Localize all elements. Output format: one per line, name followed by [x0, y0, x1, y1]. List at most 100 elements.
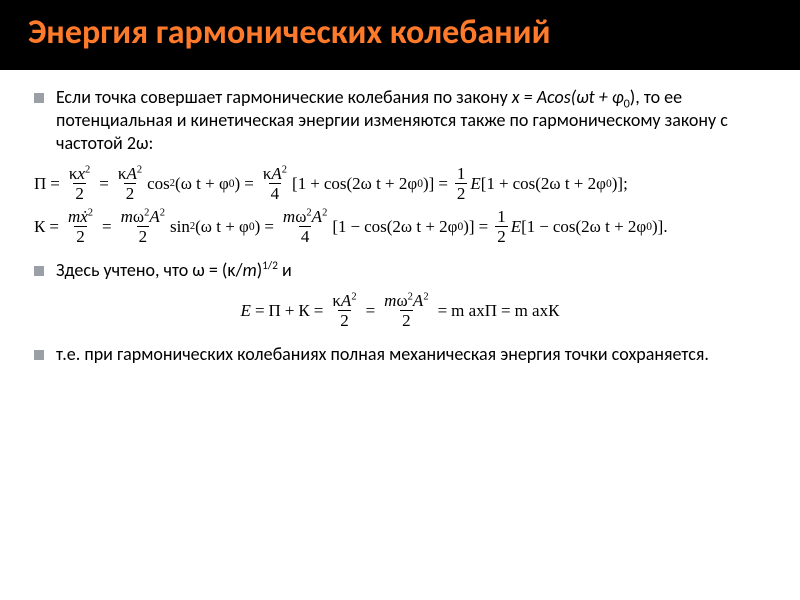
- num-1: 1: [495, 208, 508, 226]
- slide-content: Если точка совершает гармонические колеб…: [0, 70, 800, 366]
- sym-E: E: [511, 218, 521, 235]
- den-2: 2: [495, 226, 508, 245]
- sup-2: 2: [160, 208, 165, 219]
- sym-period: .: [663, 218, 667, 235]
- bullet-1-text: Если точка совершает гармонические колеб…: [56, 86, 766, 155]
- frac-kx2-2: κx2 2: [67, 165, 92, 202]
- sym-eq: =: [50, 175, 60, 192]
- sym-m: m: [121, 207, 133, 226]
- sym-maxPi: П: [485, 302, 497, 319]
- sym-A: A: [413, 291, 423, 310]
- sym-argclose: ): [235, 175, 241, 192]
- frac-mw2A2-2b: mω2A2 2: [382, 292, 430, 329]
- sym-xdot: ẋ: [80, 207, 88, 226]
- sym-bclose: )]: [612, 175, 623, 192]
- sup-2: 2: [88, 208, 93, 219]
- sym-cosarg: cos(2ω t + 2φ: [513, 175, 606, 192]
- sym-x: x: [77, 164, 85, 183]
- sym-eq: =: [99, 175, 109, 192]
- frac-1-2: 1 2: [455, 165, 468, 202]
- sup-2: 2: [137, 165, 142, 176]
- sym-cosarg: cos(2ω t + 2φ: [364, 218, 457, 235]
- sup-2: 2: [282, 165, 287, 176]
- sym-eq: =: [255, 302, 265, 319]
- bullet-2-post: и: [278, 259, 292, 281]
- sym-Pi: П: [269, 302, 281, 319]
- bullet-2: Здесь учтено, что ω = (κ/m)1/2 и: [34, 259, 766, 282]
- sym-plus: +: [285, 302, 295, 319]
- den-4: 4: [299, 226, 312, 245]
- sym-eq: =: [479, 218, 489, 235]
- sym-eq: =: [438, 302, 448, 319]
- den-2: 2: [455, 183, 468, 202]
- sym-plus: +: [310, 175, 320, 192]
- sym-A: A: [271, 164, 281, 183]
- den-2: 2: [137, 226, 150, 245]
- sym-argclose: ): [255, 218, 261, 235]
- sup-2: 2: [322, 208, 327, 219]
- sym-cos: cos: [147, 175, 170, 192]
- sym-m: m: [283, 207, 295, 226]
- sym-max: m ax: [451, 302, 485, 319]
- bullet-2-exp: 1/2: [262, 258, 278, 272]
- title-band: Энергия гармонических колебаний: [0, 0, 800, 70]
- sym-eq: =: [314, 302, 324, 319]
- den-2: 2: [124, 183, 137, 202]
- bullet-1: Если точка совершает гармонические колеб…: [34, 86, 766, 155]
- formula-total-energy: E = П + К = κA2 2 = mω2A2 2 = m ax П = m…: [34, 292, 766, 329]
- bullet-2-text: Здесь учтено, что ω = (κ/m)1/2 и: [56, 259, 766, 282]
- bullet-3-text: т.е. при гармонических колебаниях полная…: [56, 343, 766, 366]
- sym-cosarg: cos(2ω t + 2φ: [324, 175, 417, 192]
- sym-m: m: [384, 291, 396, 310]
- sym-cosarg: cos(2ω t + 2φ: [553, 218, 646, 235]
- sym-A: A: [149, 207, 159, 226]
- den-2: 2: [73, 183, 86, 202]
- sym-minus: −: [539, 218, 549, 235]
- sym-bclose: )]: [463, 218, 474, 235]
- sym-maxK: К: [548, 302, 559, 319]
- sym-omega: ω: [133, 207, 144, 226]
- bullet-square-icon: [34, 350, 44, 360]
- sym-omega: ω: [396, 291, 407, 310]
- sym-A: A: [126, 164, 136, 183]
- frac-kA2-2: κA2 2: [116, 165, 144, 202]
- sym-E: E: [241, 302, 251, 319]
- sym-sin: sin: [170, 218, 190, 235]
- sym-bopen: [1: [521, 218, 535, 235]
- formula-block-1: П = κx2 2 = κA2 2 cos2 (ω t + φ0 ) = κA2…: [34, 165, 766, 245]
- sym-K: К: [298, 302, 309, 319]
- formula-block-2: E = П + К = κA2 2 = mω2A2 2 = m ax П = m…: [34, 292, 766, 329]
- sym-eq: =: [102, 218, 112, 235]
- sym-bclose: )]: [652, 218, 663, 235]
- sym-bopen: [1: [332, 218, 346, 235]
- den-2: 2: [338, 310, 351, 329]
- sym-K: К: [34, 218, 45, 235]
- bullet-square-icon: [34, 266, 44, 276]
- bullet-3: т.е. при гармонических колебаниях полная…: [34, 343, 766, 366]
- sup-2: 2: [351, 292, 356, 303]
- sym-arg: (ω t + φ: [175, 175, 229, 192]
- sym-plus: +: [499, 175, 509, 192]
- frac-kA2-2b: κA2 2: [330, 292, 358, 329]
- sym-arg: (ω t + φ: [195, 218, 249, 235]
- formula-kinetic: К = mẋ2 2 = mω2A2 2 sin2 (ω t + φ0 ) = m…: [34, 208, 766, 245]
- sym-eq: =: [244, 175, 254, 192]
- sym-max: m ax: [515, 302, 549, 319]
- den-4: 4: [269, 183, 282, 202]
- frac-mw2A2-4: mω2A2 4: [281, 208, 329, 245]
- sym-eq: =: [366, 302, 376, 319]
- sym-m: m: [68, 207, 80, 226]
- sym-eq: =: [49, 218, 59, 235]
- bullet-1-eq: x = Acos(ωt + φ: [512, 86, 624, 108]
- sym-A: A: [312, 207, 322, 226]
- sym-omega: ω: [295, 207, 306, 226]
- sym-eq: =: [501, 302, 511, 319]
- sym-eq: =: [438, 175, 448, 192]
- slide: Энергия гармонических колебаний Если точ…: [0, 0, 800, 600]
- bullet-2-pre: Здесь учтено, что ω = (κ/: [56, 259, 243, 281]
- sym-bclose: )]: [423, 175, 434, 192]
- sym-E: E: [470, 175, 480, 192]
- frac-mw2A2-2: mω2A2 2: [119, 208, 167, 245]
- bullet-1-pre: Если точка совершает гармонические колеб…: [56, 86, 512, 108]
- sym-eq: =: [264, 218, 274, 235]
